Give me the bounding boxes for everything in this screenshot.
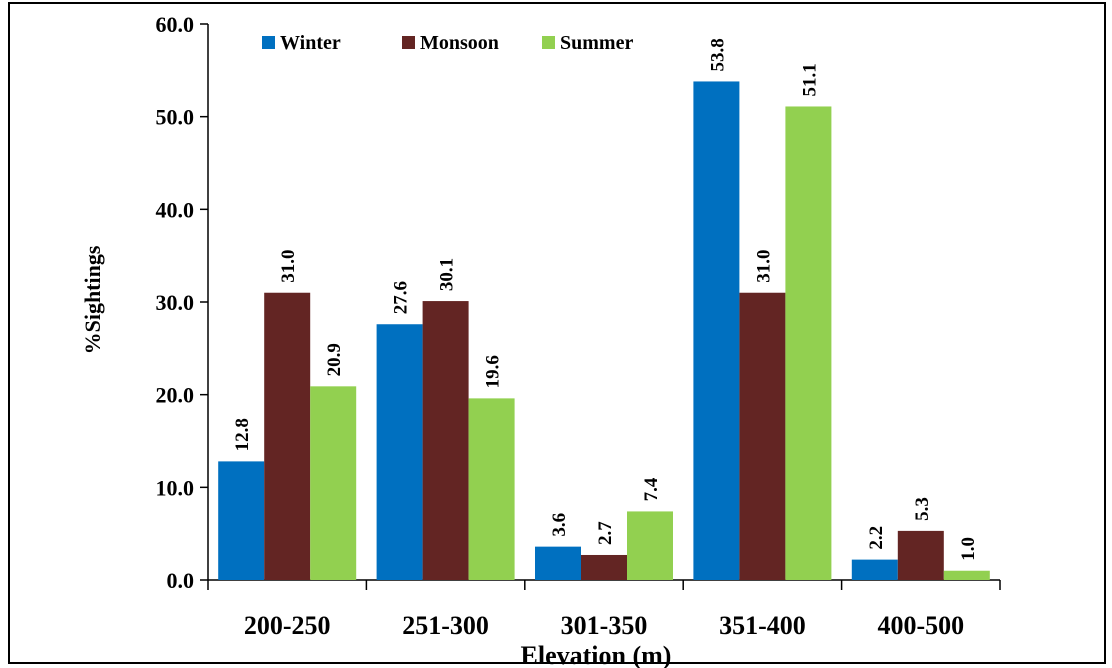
bar-winter-351-400 (693, 81, 740, 580)
bar-value-label: 12.8 (232, 418, 253, 451)
x-tick-label: 400-500 (877, 611, 964, 640)
bar-winter-301-350 (535, 546, 581, 580)
bar-summer-251-300 (468, 398, 515, 580)
bar-summer-351-400 (785, 106, 832, 581)
bar-winter-251-300 (376, 324, 423, 580)
bar-winter-200-250 (218, 461, 265, 580)
x-tick-label: 200-250 (244, 611, 331, 640)
x-tick-label: 251-300 (402, 611, 489, 640)
bar-value-label: 7.4 (641, 477, 662, 501)
bar-monsoon-400-500 (897, 530, 944, 580)
bar-value-label: 5.3 (912, 497, 933, 521)
bar-winter-400-500 (851, 559, 898, 580)
bar-value-label: 27.6 (391, 281, 412, 314)
bar-summer-200-250 (310, 386, 357, 580)
legend-swatch-summer (542, 36, 555, 49)
bar-monsoon-351-400 (739, 292, 786, 580)
bar-monsoon-301-350 (581, 554, 627, 580)
bar-summer-301-350 (627, 511, 673, 580)
x-tick-label: 301-350 (561, 611, 648, 640)
x-axis-label: Elevation (m) (521, 641, 672, 668)
y-tick-label: 0.0 (167, 568, 195, 593)
y-tick-label: 30.0 (156, 290, 195, 315)
bar-monsoon-200-250 (264, 292, 311, 580)
bar-value-label: 30.1 (437, 258, 458, 291)
bar-value-label: 2.7 (595, 521, 616, 545)
y-axis-label: %Sightings (80, 245, 105, 354)
y-tick-label: 40.0 (156, 197, 195, 222)
x-tick-label: 351-400 (719, 611, 806, 640)
bar-value-label: 2.2 (866, 526, 887, 550)
bar-summer-400-500 (943, 570, 990, 580)
legend-swatch-monsoon (402, 36, 415, 49)
legend-swatch-winter (262, 36, 275, 49)
y-tick-label: 50.0 (156, 105, 195, 130)
bar-value-label: 31.0 (278, 249, 299, 282)
y-tick-label: 60.0 (156, 12, 195, 37)
bar-value-label: 3.6 (549, 513, 570, 537)
bar-monsoon-251-300 (422, 301, 469, 580)
bar-value-label: 1.0 (958, 537, 979, 561)
bar-value-label: 53.8 (707, 38, 728, 71)
legend-label-monsoon: Monsoon (420, 32, 499, 54)
bar-value-label: 20.9 (324, 343, 345, 376)
y-tick-label: 10.0 (156, 475, 195, 500)
legend: Winter Monsoon Summer (262, 32, 633, 54)
y-tick-label: 20.0 (156, 383, 195, 408)
axis-ticks: 0.0 10.0 20.0 30.0 40.0 50.0 60.0 200-250 251-30… (156, 12, 1001, 640)
bar-value-label: 31.0 (753, 249, 774, 282)
legend-label-winter: Winter (280, 32, 341, 54)
bars (218, 81, 990, 581)
bar-value-label: 51.1 (799, 63, 820, 96)
legend-label-summer: Summer (560, 32, 633, 54)
bar-labels: 12.8 27.6 3.6 53.8 2.2 31.0 30.1 2.7 31.0 5.3 20.9… (232, 38, 979, 561)
bar-value-label: 19.6 (483, 355, 504, 388)
